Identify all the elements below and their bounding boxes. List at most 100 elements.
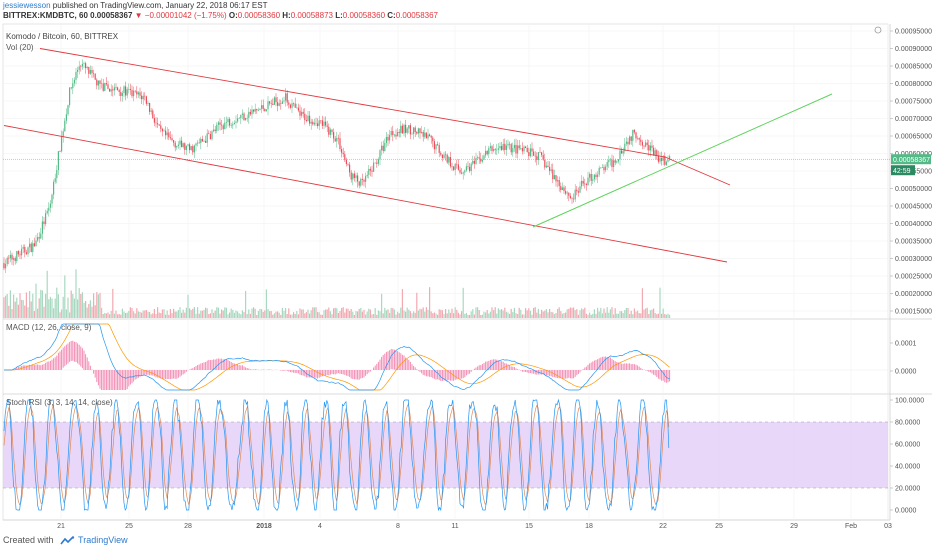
- volume-bar: [440, 309, 442, 318]
- tradingview-logo-icon: [60, 535, 75, 545]
- volume-bar: [48, 299, 50, 318]
- macd-histogram-bar: [510, 366, 512, 370]
- volume-bar: [632, 314, 634, 318]
- macd-histogram-bar: [414, 367, 416, 370]
- candle-body: [347, 164, 349, 165]
- volume-bar: [385, 310, 387, 318]
- macd-histogram-bar: [605, 356, 607, 370]
- candle-body: [129, 88, 131, 91]
- volume-bar: [662, 308, 664, 318]
- volume-bar: [334, 307, 336, 318]
- price-tick-label: 0.00070000: [895, 116, 932, 123]
- volume-bar: [561, 313, 563, 318]
- candle-body: [259, 108, 261, 111]
- macd-histogram-bar: [240, 365, 242, 370]
- volume-bar: [627, 308, 629, 318]
- candle-body: [638, 138, 640, 140]
- volume-bar: [646, 307, 648, 318]
- macd-histogram-bar: [251, 369, 253, 370]
- candle-body: [641, 141, 643, 146]
- macd-histogram-bar: [649, 370, 651, 373]
- volume-bar: [49, 296, 51, 318]
- candle-body: [169, 137, 171, 139]
- macd-histogram-bar: [331, 370, 333, 374]
- macd-histogram-bar: [640, 367, 642, 370]
- macd-histogram-bar: [411, 364, 413, 370]
- volume-bar: [414, 312, 416, 318]
- volume-bar: [184, 312, 186, 318]
- macd-histogram-bar: [613, 360, 615, 370]
- candle-body: [163, 130, 165, 132]
- macd-histogram-bar: [513, 367, 515, 370]
- candle-body: [153, 118, 155, 123]
- volume-bar: [53, 308, 55, 318]
- macd-histogram-bar: [421, 370, 423, 374]
- macd-histogram-bar: [83, 350, 85, 370]
- macd-tick-label: 0.0001: [895, 341, 917, 348]
- candle-body: [656, 150, 658, 156]
- candle-body: [533, 151, 535, 156]
- macd-histogram-bar: [216, 358, 218, 370]
- candle-body: [286, 93, 288, 103]
- volume-bar: [497, 308, 499, 318]
- candle-body: [574, 189, 576, 200]
- candle-body: [465, 166, 467, 171]
- macd-histogram-bar: [390, 348, 392, 369]
- volume-bar: [222, 310, 224, 318]
- macd-histogram-bar: [481, 364, 483, 370]
- candle-body: [497, 148, 499, 150]
- volume-bar: [237, 311, 239, 318]
- volume-bar: [640, 313, 642, 318]
- candle-body: [433, 141, 435, 150]
- macd-histogram-bar: [209, 360, 211, 370]
- volume-bar: [541, 309, 543, 318]
- volume-bar: [557, 308, 559, 318]
- volume-bar: [486, 309, 488, 318]
- macd-histogram-bar: [656, 370, 658, 377]
- macd-histogram-bar: [206, 360, 208, 370]
- volume-bar: [651, 309, 653, 318]
- volume-bar: [643, 309, 645, 318]
- macd-histogram-bar: [398, 352, 400, 370]
- candle-body: [78, 66, 80, 70]
- volume-bar: [502, 310, 504, 318]
- volume-bar: [459, 314, 461, 318]
- candle-body: [536, 156, 538, 160]
- candle-body: [560, 186, 562, 191]
- volume-bar: [179, 307, 181, 318]
- macd-histogram-bar: [309, 370, 311, 378]
- candle-body: [553, 175, 555, 180]
- candle-body: [155, 122, 157, 124]
- candle-body: [401, 125, 403, 134]
- chart-area[interactable]: 0.00095000 0.00090000 0.00085000 0.00080000…: [0, 22, 932, 530]
- macd-histogram-bar: [53, 358, 55, 370]
- volume-bar: [294, 313, 296, 318]
- macd-histogram-bar: [110, 370, 112, 390]
- candle-body: [91, 69, 93, 74]
- volume-bar: [478, 309, 480, 318]
- candle-body: [345, 159, 347, 165]
- candle-body: [544, 159, 546, 168]
- candle-body: [294, 103, 296, 108]
- candle-body: [43, 221, 45, 225]
- candle-body: [131, 90, 133, 97]
- macd-histogram-bar: [235, 364, 237, 370]
- tradingview-brand-link[interactable]: TradingView: [78, 535, 128, 545]
- author-link[interactable]: jessiewesson: [3, 1, 51, 10]
- volume-bar: [598, 311, 600, 318]
- candle-body: [285, 93, 287, 101]
- volume-bar: [163, 309, 165, 318]
- candle-body: [326, 125, 328, 127]
- volume-bar: [472, 309, 474, 318]
- macd-histogram-bar: [289, 370, 291, 373]
- volume-bar: [201, 310, 203, 318]
- macd-histogram-bar: [233, 363, 235, 370]
- symbol-label[interactable]: BITTREX:KMDBTC, 60: [3, 11, 88, 20]
- macd-histogram-bar: [190, 368, 192, 370]
- macd-histogram-bar: [469, 370, 471, 374]
- volume-bar: [659, 287, 661, 318]
- macd-histogram-bar: [342, 370, 344, 375]
- volume-bar: [451, 308, 453, 318]
- candle-body: [507, 143, 509, 146]
- candle-body: [118, 90, 120, 92]
